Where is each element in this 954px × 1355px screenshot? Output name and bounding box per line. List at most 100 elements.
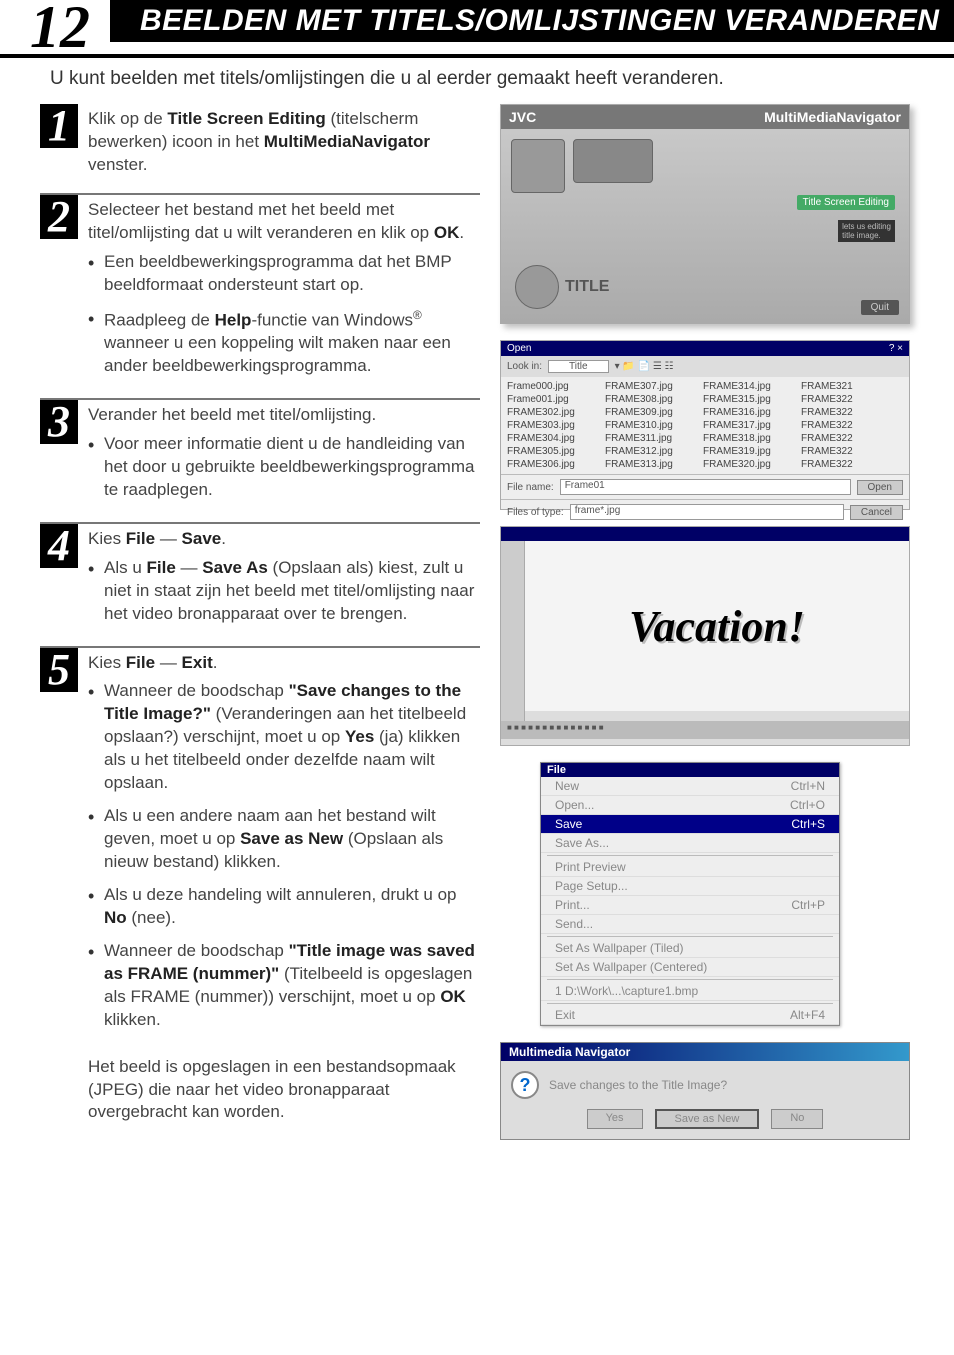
file-item[interactable]: FRAME322: [801, 459, 891, 470]
file-item[interactable]: FRAME302.jpg: [507, 407, 597, 418]
filetype-dropdown[interactable]: frame*.jpg: [570, 504, 844, 520]
file-item[interactable]: FRAME321: [801, 381, 891, 392]
file-item[interactable]: FRAME304.jpg: [507, 433, 597, 444]
file-item[interactable]: FRAME311.jpg: [605, 433, 695, 444]
lookin-label: Look in:: [507, 361, 542, 372]
step-bullet: Voor meer informatie dient u de handleid…: [88, 433, 476, 502]
nav-icon[interactable]: [573, 139, 653, 183]
save-as-new-button[interactable]: Save as New: [655, 1109, 760, 1129]
menu-item[interactable]: Save As...: [541, 834, 839, 853]
file-item[interactable]: Frame000.jpg: [507, 381, 597, 392]
menu-item[interactable]: ExitAlt+F4: [541, 1006, 839, 1025]
file-menu: File NewCtrl+NOpen...Ctrl+OSaveCtrl+SSav…: [540, 762, 840, 1026]
step-number: 2: [40, 195, 78, 239]
paint-toolbox[interactable]: [501, 541, 525, 721]
title-label: TITLE: [565, 278, 609, 296]
file-item[interactable]: FRAME309.jpg: [605, 407, 695, 418]
caption-text: lets us editingtitle image.: [838, 220, 895, 242]
filetype-label: Files of type:: [507, 507, 564, 518]
file-open-dialog: Open ? × Look in: Title ▾ 📁 📄 ☰ ☷ Frame00…: [500, 340, 910, 510]
step-text: Kies File — Save.: [88, 528, 476, 551]
dialog-title: Open: [507, 343, 531, 354]
step-number: 4: [40, 524, 78, 568]
color-palette[interactable]: ■ ■ ■ ■ ■ ■ ■ ■ ■ ■ ■ ■ ■ ■: [501, 721, 909, 739]
step-bullet: Wanneer de boodschap "Title image was sa…: [88, 940, 476, 1032]
file-item[interactable]: FRAME313.jpg: [605, 459, 695, 470]
step-1: 1 Klik op de Title Screen Editing (titel…: [40, 104, 480, 193]
file-item[interactable]: FRAME303.jpg: [507, 420, 597, 431]
menu-item[interactable]: Open...Ctrl+O: [541, 796, 839, 815]
filename-label: File name:: [507, 482, 554, 493]
file-item[interactable]: FRAME305.jpg: [507, 446, 597, 457]
step-bullet: Een beeldbewerkingsprogramma dat het BMP…: [88, 251, 476, 297]
file-item[interactable]: FRAME314.jpg: [703, 381, 793, 392]
menu-item[interactable]: Set As Wallpaper (Tiled): [541, 939, 839, 958]
file-item[interactable]: FRAME322: [801, 433, 891, 444]
nav-dial-icon[interactable]: [515, 265, 559, 309]
file-item[interactable]: FRAME322: [801, 446, 891, 457]
paint-titlebar: [501, 527, 909, 541]
step-2: 2 Selecteer het bestand met het beeld me…: [40, 193, 480, 398]
menu-item[interactable]: Print...Ctrl+P: [541, 896, 839, 915]
step-text: Verander het beeld met titel/omlijsting.: [88, 404, 476, 427]
file-item[interactable]: FRAME322: [801, 394, 891, 405]
file-item[interactable]: FRAME308.jpg: [605, 394, 695, 405]
menu-item[interactable]: NewCtrl+N: [541, 777, 839, 796]
menu-item[interactable]: Page Setup...: [541, 877, 839, 896]
step-bullet: Als u deze handeling wilt annuleren, dru…: [88, 884, 476, 930]
toolbar-icons[interactable]: ▾ 📁 📄 ☰ ☷: [615, 361, 674, 372]
step-3: 3 Verander het beeld met titel/omlijstin…: [40, 398, 480, 522]
footer-note: Het beeld is opgeslagen in een bestandso…: [88, 1052, 480, 1135]
file-item[interactable]: FRAME315.jpg: [703, 394, 793, 405]
save-confirm-dialog: Multimedia Navigator ? Save changes to t…: [500, 1042, 910, 1140]
menu-item[interactable]: SaveCtrl+S: [541, 815, 839, 834]
paint-canvas[interactable]: Vacation!: [525, 541, 909, 711]
folder-dropdown[interactable]: Title: [548, 360, 609, 373]
menu-item[interactable]: 1 D:\Work\...\capture1.bmp: [541, 982, 839, 1001]
cancel-button[interactable]: Cancel: [850, 505, 903, 520]
menu-item[interactable]: Set As Wallpaper (Centered): [541, 958, 839, 977]
step-number: 5: [40, 648, 78, 692]
step-bullet: Wanneer de boodschap "Save changes to th…: [88, 680, 476, 795]
page-header: 12 BEELDEN MET TITELS/OMLIJSTINGEN VERAN…: [0, 0, 954, 58]
dialog-message: Save changes to the Title Image?: [549, 1078, 727, 1092]
title-screen-editing-button[interactable]: Title Screen Editing: [797, 195, 895, 210]
menu-header: File: [541, 763, 839, 777]
step-number: 3: [40, 400, 78, 444]
paint-editor-screenshot: Vacation! ■ ■ ■ ■ ■ ■ ■ ■ ■ ■ ■ ■ ■ ■: [500, 526, 910, 746]
file-item[interactable]: FRAME306.jpg: [507, 459, 597, 470]
close-icon[interactable]: ? ×: [889, 343, 903, 354]
file-item[interactable]: FRAME312.jpg: [605, 446, 695, 457]
file-item[interactable]: FRAME319.jpg: [703, 446, 793, 457]
nav-icon[interactable]: [511, 139, 565, 193]
step-5: 5 Kies File — Exit. Wanneer de boodschap…: [40, 646, 480, 1052]
intro-text: U kunt beelden met titels/omlijstingen d…: [50, 68, 914, 90]
file-list[interactable]: Frame000.jpg FRAME307.jpg FRAME314.jpg FRAM…: [501, 377, 909, 474]
open-button[interactable]: Open: [857, 480, 903, 495]
step-4: 4 Kies File — Save. Als u File — Save As…: [40, 522, 480, 646]
steps-column: 1 Klik op de Title Screen Editing (titel…: [0, 104, 490, 1156]
file-item[interactable]: FRAME310.jpg: [605, 420, 695, 431]
file-item[interactable]: Frame001.jpg: [507, 394, 597, 405]
jvc-app-title: MultiMediaNavigator: [764, 109, 901, 125]
file-item[interactable]: FRAME307.jpg: [605, 381, 695, 392]
jvc-navigator-screenshot: JVC MultiMediaNavigator Title Screen Edi…: [500, 104, 910, 324]
step-number: 1: [40, 104, 78, 148]
page-number: 12: [30, 0, 90, 54]
file-item[interactable]: FRAME320.jpg: [703, 459, 793, 470]
quit-button[interactable]: Quit: [861, 300, 899, 315]
filename-input[interactable]: Frame01: [560, 479, 851, 495]
file-item[interactable]: FRAME317.jpg: [703, 420, 793, 431]
menu-item[interactable]: Send...: [541, 915, 839, 934]
step-bullet: Raadpleeg de Help-functie van Windows® w…: [88, 307, 476, 378]
file-item[interactable]: FRAME322: [801, 420, 891, 431]
yes-button[interactable]: Yes: [587, 1109, 643, 1129]
page-title: BEELDEN MET TITELS/OMLIJSTINGEN VERANDER…: [110, 0, 954, 42]
menu-item[interactable]: Print Preview: [541, 858, 839, 877]
step-text: Kies File — Exit.: [88, 652, 476, 675]
no-button[interactable]: No: [771, 1109, 823, 1129]
file-item[interactable]: FRAME316.jpg: [703, 407, 793, 418]
step-bullet: Als u een andere naam aan het bestand wi…: [88, 805, 476, 874]
file-item[interactable]: FRAME318.jpg: [703, 433, 793, 444]
file-item[interactable]: FRAME322: [801, 407, 891, 418]
